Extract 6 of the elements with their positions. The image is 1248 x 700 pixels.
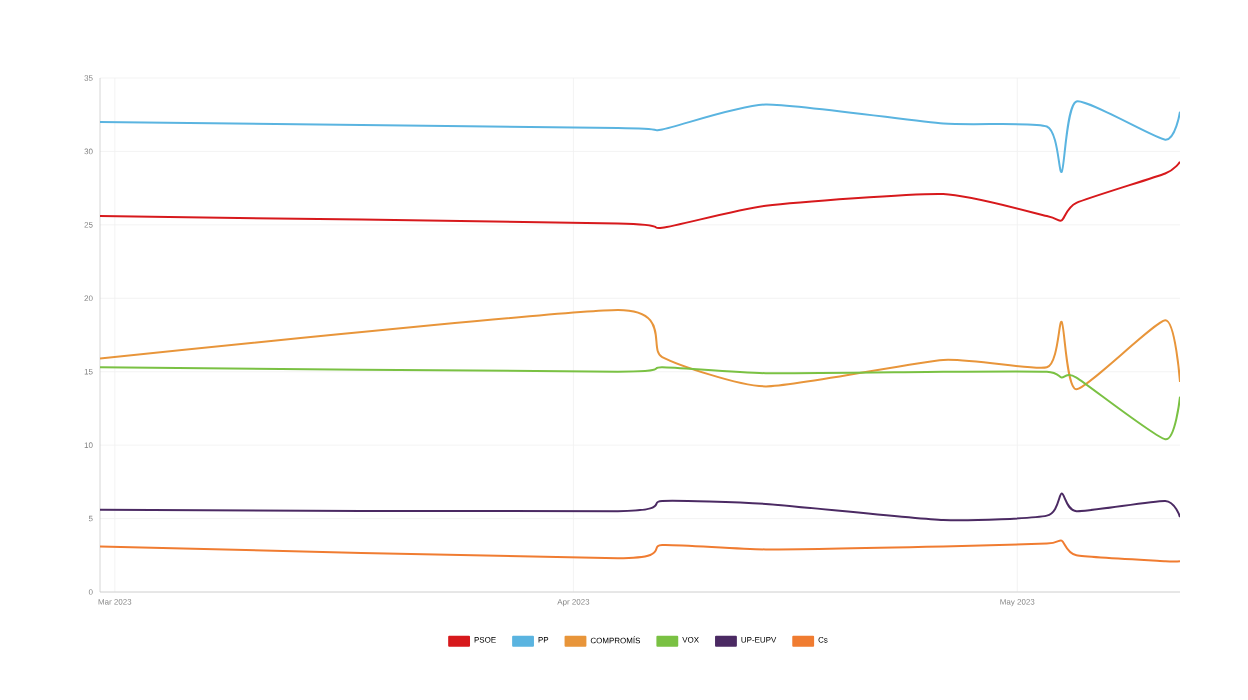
line-series: [100, 100, 1181, 173]
line-series: [100, 366, 1181, 441]
line-series: [100, 160, 1181, 230]
line-series: [100, 492, 1181, 522]
line-series: [100, 539, 1181, 563]
line-series: [100, 309, 1181, 391]
